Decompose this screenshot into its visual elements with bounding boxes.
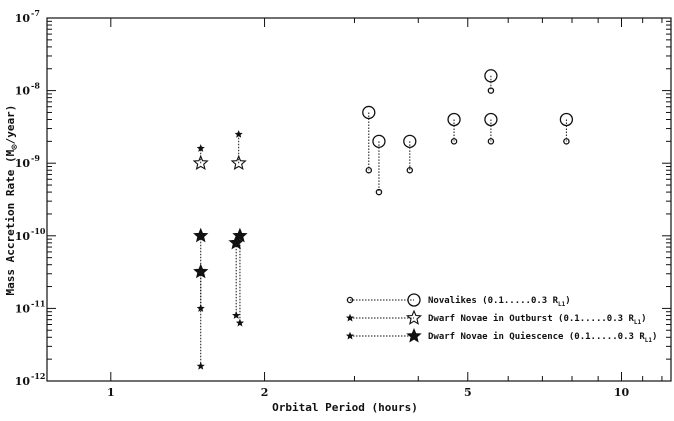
open-star-point — [230, 154, 247, 171]
y-tick-base: 10 — [15, 157, 31, 170]
small-circle-point — [450, 138, 458, 145]
y-tick-exponent: -9 — [31, 153, 40, 163]
legend-small-star — [346, 313, 354, 322]
y-axis-title-part2: /year) — [4, 105, 17, 145]
small-circle-point — [487, 87, 495, 94]
y-tick-base: 10 — [15, 85, 31, 98]
legend-label-subscript: L1 — [634, 319, 642, 326]
series-1 — [362, 69, 574, 196]
small-star-point — [235, 318, 245, 327]
legend-label-text: Novalikes (0.1.....0.3 R — [428, 295, 559, 306]
y-tick-exponent: -12 — [31, 371, 45, 381]
open-star-point — [192, 154, 209, 171]
y-tick-label: 10 -9 — [15, 153, 41, 170]
circle-point — [447, 112, 461, 127]
x-tick-label: 1 — [107, 386, 115, 399]
circle-point — [559, 112, 574, 127]
y-tick-label: 10 -8 — [15, 81, 41, 98]
legend-label: Dwarf Novae in Outburst (0.1.....0.3 RL1… — [428, 313, 647, 326]
small-star-point — [196, 361, 205, 370]
y-tick-base: 10 — [15, 12, 31, 25]
y-tick-base: 10 — [15, 230, 31, 243]
circle-point — [372, 134, 386, 148]
x-tick-label: 5 — [464, 386, 472, 399]
filled-star-point — [193, 227, 209, 243]
small-circle-point — [487, 138, 495, 145]
circle-point — [484, 112, 498, 127]
circle-point — [484, 69, 498, 83]
circle-point — [362, 105, 376, 120]
legend-label-subscript: L1 — [645, 337, 653, 344]
y-tick-label: 10 -12 — [15, 371, 46, 388]
small-circle-point — [406, 166, 414, 174]
y-tick-exponent: -8 — [31, 81, 40, 91]
small-star-point — [234, 130, 243, 138]
legend-label-subscript: L1 — [558, 301, 566, 308]
y-tick-base: 10 — [15, 302, 31, 315]
small-circle-point — [375, 188, 383, 196]
y-axis-title-part1: Mass Accretion Rate (M — [4, 149, 17, 295]
legend-label: Novalikes (0.1.....0.3 RL1) — [428, 295, 571, 308]
legend-small-circle — [346, 296, 354, 304]
circle-point — [403, 134, 417, 148]
legend: Novalikes (0.1.....0.3 RL1)Dwarf Novae i… — [346, 293, 657, 344]
small-circle-point — [365, 166, 373, 174]
small-star-point — [232, 311, 241, 319]
filled-star-point — [232, 227, 248, 243]
x-tick-label: 10 — [614, 386, 630, 399]
legend-small-star — [346, 331, 354, 340]
legend-open-star — [405, 309, 423, 325]
y-tick-exponent: -10 — [31, 226, 46, 236]
legend-entry-2: Dwarf Novae in Outburst (0.1.....0.3 RL1… — [346, 309, 647, 326]
y-tick-label: 10 -7 — [15, 8, 40, 25]
legend-filled-star — [406, 327, 422, 343]
small-circle-point — [563, 138, 570, 145]
legend-label-close: ) — [641, 314, 646, 324]
x-axis-title: Orbital Period (hours) — [272, 401, 418, 414]
y-tick-exponent: -11 — [31, 298, 45, 308]
series-3 — [193, 227, 248, 370]
data-marks — [192, 69, 574, 370]
series-2 — [192, 130, 247, 171]
legend-label-close: ) — [565, 296, 570, 306]
legend-label-text: Dwarf Novae in Quiescence (0.1.....0.3 R — [428, 331, 645, 342]
x-axis: 1 2 5 10 — [107, 18, 663, 399]
legend-label-close: ) — [652, 332, 657, 342]
filled-star-point — [193, 263, 209, 279]
y-tick-exponent: -7 — [31, 8, 40, 18]
y-axis-title: Mass Accretion Rate (M⊙/year) — [4, 105, 20, 296]
legend-entry-3: Dwarf Novae in Quiescence (0.1.....0.3 R… — [346, 327, 657, 344]
y-tick-base: 10 — [15, 375, 31, 388]
plot-frame — [46, 17, 672, 382]
legend-label-text: Dwarf Novae in Outburst (0.1.....0.3 R — [428, 313, 634, 324]
y-axis-title-sun-symbol: ⊙ — [10, 144, 20, 150]
legend-label: Dwarf Novae in Quiescence (0.1.....0.3 R… — [428, 331, 657, 344]
y-tick-label: 10 -11 — [15, 298, 46, 315]
x-tick-label: 2 — [261, 386, 269, 399]
legend-circle — [407, 293, 421, 307]
small-star-point — [196, 144, 205, 152]
legend-entry-1: Novalikes (0.1.....0.3 RL1) — [346, 293, 571, 308]
y-tick-label: 10 -10 — [15, 226, 46, 243]
